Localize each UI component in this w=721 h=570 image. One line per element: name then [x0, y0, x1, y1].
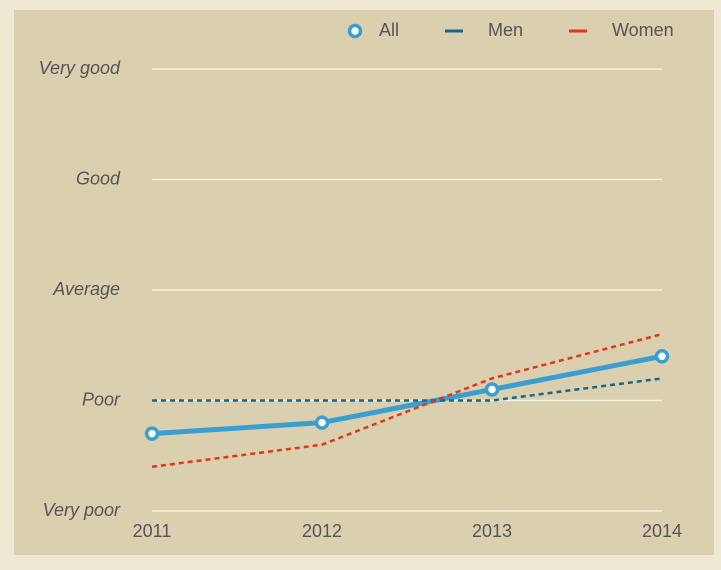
y-tick-label: Poor: [82, 389, 121, 409]
x-tick-label: 2012: [302, 521, 342, 541]
y-tick-label: Very good: [39, 58, 121, 78]
legend-label: All: [379, 20, 399, 40]
legend-label: Men: [488, 20, 523, 40]
legend-label: Women: [612, 20, 674, 40]
series-line: [151, 332, 663, 469]
point-marker: [654, 349, 670, 364]
series-line: [151, 353, 663, 437]
x-tick-label: 2011: [133, 521, 172, 541]
point-marker: [314, 415, 330, 430]
x-tick-label: 2014: [642, 521, 682, 541]
y-tick-label: Average: [52, 279, 120, 299]
point-marker: [484, 382, 500, 397]
y-tick-label: Very poor: [43, 500, 121, 520]
series-line: [152, 377, 663, 402]
x-tick-label: 2013: [472, 521, 512, 541]
legend-marker: [347, 23, 363, 39]
y-tick-label: Good: [76, 168, 121, 188]
plot-background: [14, 10, 714, 555]
point-marker: [144, 426, 160, 441]
